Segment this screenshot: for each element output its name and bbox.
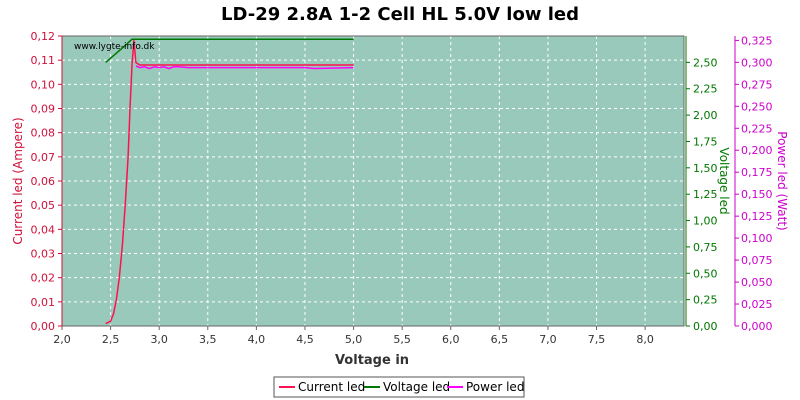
x-tick-label: 8,0 [636, 333, 654, 346]
y-left-tick-label: 0,04 [31, 223, 56, 236]
y-right-voltage-tick-label: 0,50 [693, 267, 718, 280]
y-right-power-tick-label: 0,000 [741, 320, 773, 333]
y-right-power-tick-label: 0,325 [741, 34, 773, 47]
y-right-voltage-tick-label: 1,00 [693, 215, 718, 228]
y-right-voltage-tick-label: 1,25 [693, 188, 718, 201]
watermark: www.lygte-info.dk [74, 42, 155, 52]
y-right-voltage-tick-label: 2,50 [693, 56, 718, 69]
y-right-power-tick-label: 0,275 [741, 78, 773, 91]
grid-lines [61, 35, 684, 326]
x-tick-label: 7,0 [539, 333, 557, 346]
y-axis-right-voltage: 0,00 0,25 0,50 0,75 1,00 1,25 1,50 1,75 2,00 2,25… [685, 36, 718, 333]
series-line-power [135, 65, 354, 70]
y-left-axis-label: Current led (Ampere) [11, 117, 25, 244]
series-group [105, 38, 354, 325]
y-left-tick-label: 0,10 [31, 78, 56, 91]
y-left-tick-label: 0,00 [31, 320, 56, 333]
y-left-tick-label: 0,01 [31, 296, 56, 309]
y-left-tick-label: 0,09 [31, 103, 56, 116]
y-right-power-tick-label: 0,100 [741, 232, 773, 245]
legend: Current led Voltage led Power led [273, 376, 525, 398]
legend-box [273, 376, 525, 398]
y-axis-left: 0,00 0,01 0,02 0,03 0,04 0,05 0,06 0,07 0,08 0,09… [31, 30, 63, 333]
y-right-voltage-tick-label: 1,50 [693, 162, 718, 175]
y-right-power-tick-label: 0,150 [741, 188, 773, 201]
y-right-power-axis-label: Power led (Watt) [775, 131, 789, 230]
y-left-tick-label: 0,07 [31, 151, 56, 164]
y-right-power-tick-label: 0,075 [741, 254, 773, 267]
x-tick-label: 7,5 [588, 333, 606, 346]
x-tick-label: 5,5 [393, 333, 411, 346]
x-tick-label: 6,0 [442, 333, 460, 346]
x-tick-label: 5,0 [345, 333, 363, 346]
x-tick-label: 2,0 [53, 333, 71, 346]
y-right-power-tick-label: 0,050 [741, 276, 773, 289]
x-axis-label: Voltage in [335, 353, 409, 368]
y-right-voltage-tick-label: 2,00 [693, 109, 718, 122]
series-line-voltage [105, 38, 354, 63]
y-right-power-tick-label: 0,300 [741, 56, 773, 69]
y-right-voltage-tick-label: 0,25 [693, 294, 718, 307]
y-right-voltage-tick-label: 0,75 [693, 241, 718, 254]
y-right-voltage-tick-label: 2,25 [693, 83, 718, 96]
y-right-power-tick-label: 0,025 [741, 298, 773, 311]
y-left-tick-label: 0,05 [31, 199, 56, 212]
x-tick-label: 2,5 [102, 333, 120, 346]
y-left-tick-label: 0,03 [31, 248, 56, 261]
x-tick-label: 3,5 [199, 333, 217, 346]
y-right-power-tick-label: 0,250 [741, 100, 773, 113]
chart-title: LD-29 2.8A 1-2 Cell HL 5.0V low led [221, 4, 579, 25]
x-tick-label: 3,0 [150, 333, 168, 346]
legend-label-voltage: Voltage led [383, 380, 450, 394]
y-left-tick-label: 0,02 [31, 272, 56, 285]
legend-label-power: Power led [466, 380, 524, 394]
y-right-power-tick-label: 0,225 [741, 122, 773, 135]
y-left-tick-label: 0,06 [31, 175, 56, 188]
y-right-power-tick-label: 0,175 [741, 166, 773, 179]
x-tick-label: 4,0 [248, 333, 266, 346]
y-left-tick-label: 0,11 [31, 54, 56, 67]
x-axis: 2,0 2,5 3,0 3,5 4,0 4,5 5,0 5,5 6,0 6,5 7,0 7,5 8,0 [53, 326, 654, 346]
y-right-power-tick-label: 0,200 [741, 144, 773, 157]
legend-label-current: Current led [298, 380, 365, 394]
y-right-power-tick-label: 0,125 [741, 210, 773, 223]
x-tick-label: 4,5 [296, 333, 314, 346]
y-left-tick-label: 0,12 [31, 30, 56, 43]
series-line-current [105, 40, 354, 325]
x-tick-label: 6,5 [491, 333, 509, 346]
y-left-tick-label: 0,08 [31, 127, 56, 140]
y-axis-right-power: 0,000 0,025 0,050 0,075 0,100 0,125 0,150 0,175… [734, 34, 773, 333]
y-right-voltage-tick-label: 0,00 [693, 320, 718, 333]
y-right-voltage-tick-label: 1,75 [693, 135, 718, 148]
y-right-voltage-axis-label: Voltage led [717, 147, 731, 214]
